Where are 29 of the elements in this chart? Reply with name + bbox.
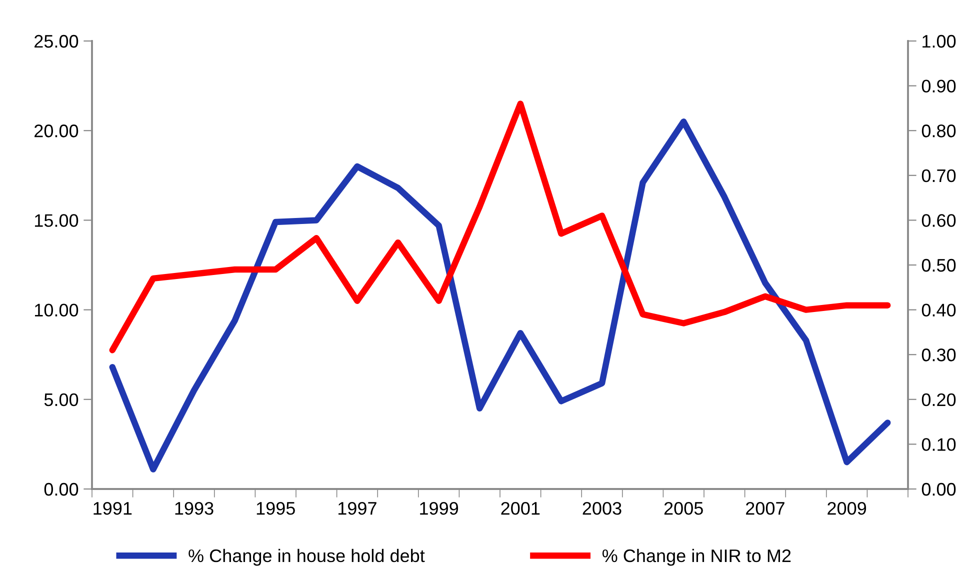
x-tick-label: 1997 xyxy=(338,502,376,515)
y2-tick-label: 0.20 xyxy=(922,393,956,406)
y-tick-label: 15.00 xyxy=(35,214,78,227)
y2-tick-label: 0.50 xyxy=(922,258,956,272)
y-tick-label: 0.00 xyxy=(44,482,78,496)
y2-tick-label: 1.00 xyxy=(922,34,956,48)
x-tick-label: 1995 xyxy=(256,502,295,515)
x-tick-label: 2007 xyxy=(746,502,784,515)
y-tick-label: 10.00 xyxy=(35,304,78,317)
y2-tick-label: 0.10 xyxy=(922,438,956,451)
x-tick-label: 1993 xyxy=(175,502,214,515)
y2-tick-label: 0.90 xyxy=(922,80,956,93)
y2-tick-label: 0.70 xyxy=(922,169,956,182)
y-tick-label: 20.00 xyxy=(34,124,78,138)
x-tick-label: 2009 xyxy=(828,502,866,515)
x-tick-label: 1991 xyxy=(94,502,132,515)
y2-tick-label: 0.00 xyxy=(922,482,956,496)
y-tick-label: 25.00 xyxy=(34,34,78,48)
legend-label: % Change in NIR to M2 xyxy=(602,548,791,566)
y-tick-label: 5.00 xyxy=(44,393,78,406)
y2-tick-label: 0.80 xyxy=(922,124,956,138)
y2-tick-label: 0.40 xyxy=(922,304,956,317)
x-tick-label: 1999 xyxy=(420,502,458,515)
x-tick-label: 2003 xyxy=(582,502,622,515)
x-tick-label: 2001 xyxy=(501,502,540,515)
legend-label: % Change in house hold debt xyxy=(188,548,425,566)
y2-tick-label: 0.30 xyxy=(922,348,956,362)
y2-tick-label: 0.60 xyxy=(922,214,956,227)
x-tick-label: 2005 xyxy=(664,502,703,515)
